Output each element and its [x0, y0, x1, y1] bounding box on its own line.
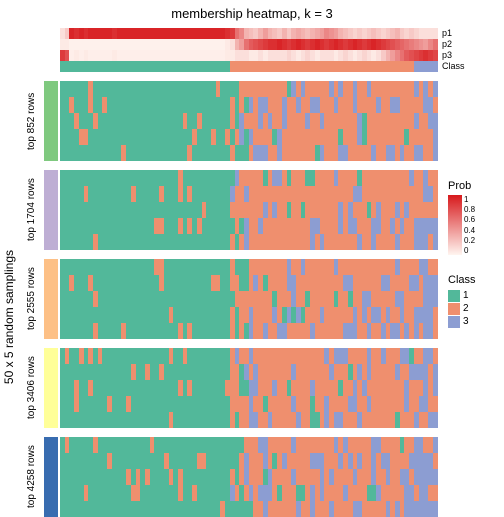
header-class-row	[60, 61, 438, 72]
header-row-p1	[60, 28, 438, 39]
row-block-4	[44, 437, 58, 517]
row-group-3	[60, 348, 438, 428]
row-group-2	[60, 259, 438, 339]
heatmap-plot	[60, 28, 438, 500]
header-label-p2: p2	[442, 39, 452, 49]
row-label-1: top 1704 rows	[26, 170, 40, 250]
header-row-p3	[60, 50, 438, 61]
legend-prob: Prob 10.80.60.40.20	[448, 180, 475, 255]
row-block-2	[44, 259, 58, 339]
row-block-0	[44, 81, 58, 161]
row-group-4	[60, 437, 438, 517]
y-axis-label: 50 x 5 random samplings	[2, 250, 16, 384]
chart-title: membership heatmap, k = 3	[0, 6, 504, 21]
row-block-3	[44, 348, 58, 428]
legend-class: Class 123	[448, 274, 476, 328]
row-label-3: top 3406 rows	[26, 348, 40, 428]
header-label-class: Class	[442, 61, 465, 71]
row-label-4: top 4258 rows	[26, 437, 40, 517]
header-label-p3: p3	[442, 50, 452, 60]
row-label-2: top 2555 rows	[26, 259, 40, 339]
header-label-p1: p1	[442, 28, 452, 38]
row-group-0	[60, 81, 438, 161]
row-label-0: top 852 rows	[26, 81, 40, 161]
row-block-1	[44, 170, 58, 250]
row-group-1	[60, 170, 438, 250]
header-row-p2	[60, 39, 438, 50]
